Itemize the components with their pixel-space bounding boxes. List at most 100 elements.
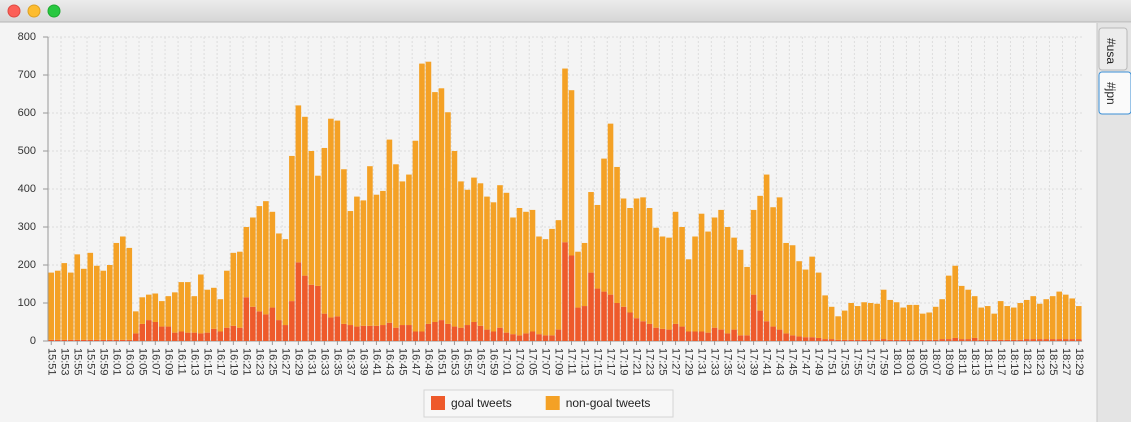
bar-segment: [848, 303, 854, 340]
close-button[interactable]: [7, 4, 21, 18]
bar-segment: [224, 270, 230, 328]
x-tick-label: 18:19: [1008, 348, 1020, 376]
bar-segment: [685, 259, 692, 332]
bar-segment: [146, 294, 152, 321]
x-tick-label: 17:31: [696, 348, 708, 376]
bar-segment: [48, 339, 55, 341]
bar-segment: [516, 208, 523, 336]
bar-segment: [159, 301, 165, 327]
bar-segment: [854, 306, 861, 340]
bar-segment: [419, 331, 425, 341]
bar-segment: [822, 295, 828, 340]
bar-segment: [198, 333, 204, 341]
bar-segment: [54, 270, 61, 340]
bar-segment: [380, 190, 386, 326]
x-tick-label: 16:43: [384, 348, 396, 376]
bar-segment: [796, 261, 802, 337]
bar-segment: [393, 327, 399, 341]
bar-segment: [93, 265, 100, 340]
bar-segment: [87, 339, 94, 341]
bar-segment: [607, 294, 614, 341]
bar-segment: [562, 68, 568, 243]
bar-segment: [919, 339, 926, 341]
x-tick-label: 18:23: [1034, 348, 1046, 376]
bar-segment: [679, 326, 685, 341]
x-tick-label: 18:07: [930, 348, 942, 376]
bar-segment: [750, 294, 757, 341]
bar-segment: [523, 211, 529, 334]
bar-segment: [243, 227, 250, 298]
x-tick-label: 17:01: [501, 348, 513, 376]
bar-segment: [796, 336, 802, 341]
x-tick-label: 15:59: [97, 348, 109, 376]
bar-segment: [939, 339, 945, 341]
bar-segment: [237, 327, 243, 341]
x-tick-label: 17:19: [618, 348, 630, 376]
x-tick-label: 16:45: [397, 348, 409, 376]
x-tick-label: 17:49: [813, 348, 825, 376]
tab-label[interactable]: #usa: [1104, 38, 1118, 64]
bar-segment: [237, 251, 243, 328]
bar-segment: [152, 322, 159, 341]
bar-segment: [263, 314, 269, 341]
x-tick-label: 17:51: [826, 348, 838, 376]
bar-segment: [393, 164, 399, 328]
x-tick-label: 17:41: [761, 348, 773, 376]
bar-segment: [380, 325, 386, 341]
y-tick-label: 0: [30, 335, 36, 347]
tab-label[interactable]: #jpn: [1104, 82, 1118, 105]
bar-segment: [549, 335, 555, 341]
x-tick-label: 18:21: [1021, 348, 1033, 376]
bar-segment: [295, 105, 302, 263]
bar-segment: [783, 333, 789, 341]
bar-segment: [406, 325, 412, 341]
x-tick-label: 17:43: [774, 348, 786, 376]
bar-segment: [731, 329, 737, 341]
bar-segment: [256, 206, 263, 312]
x-tick-label: 18:13: [969, 348, 981, 376]
bar-segment: [555, 220, 562, 330]
bar-segment: [997, 301, 1004, 340]
bar-segment: [146, 320, 152, 341]
bar-segment: [445, 323, 451, 341]
zoom-button[interactable]: [47, 4, 61, 18]
x-tick-label: 16:53: [449, 348, 461, 376]
bar-segment: [952, 265, 958, 338]
bar-segment: [952, 337, 958, 341]
bar-segment: [549, 228, 555, 336]
x-tick-label: 16:41: [371, 348, 383, 376]
bar-segment: [178, 331, 185, 341]
bar-segment: [74, 254, 81, 340]
x-tick-label: 18:09: [943, 348, 955, 376]
bar-segment: [211, 287, 217, 329]
bar-segment: [308, 284, 315, 341]
bar-segment: [302, 116, 308, 276]
bar-segment: [425, 323, 432, 341]
x-tick-label: 17:45: [787, 348, 799, 376]
bar-segment: [497, 327, 503, 341]
bar-segment: [217, 299, 224, 332]
x-tick-label: 15:53: [58, 348, 70, 376]
bar-segment: [367, 166, 373, 326]
bar-segment: [503, 192, 510, 333]
y-tick-label: 800: [18, 31, 36, 43]
bar-segment: [276, 320, 282, 341]
bar-segment: [581, 242, 588, 307]
bar-segment: [529, 209, 536, 332]
bar-segment: [887, 339, 893, 341]
tab[interactable]: [1098, 27, 1128, 71]
bar-segment: [997, 339, 1004, 341]
bar-segment: [536, 334, 542, 341]
x-tick-label: 17:29: [683, 348, 695, 376]
bar-segment: [893, 339, 900, 341]
legend-swatch: [431, 396, 445, 410]
bar-segment: [165, 296, 172, 327]
legend-swatch: [545, 396, 560, 410]
x-tick-label: 17:15: [592, 348, 604, 376]
bar-segment: [250, 306, 256, 341]
bar-segment: [685, 331, 692, 341]
tab-selected[interactable]: [1098, 71, 1131, 115]
minimize-button[interactable]: [27, 4, 41, 18]
bar-segment: [958, 285, 965, 340]
bar-segment: [172, 292, 178, 333]
